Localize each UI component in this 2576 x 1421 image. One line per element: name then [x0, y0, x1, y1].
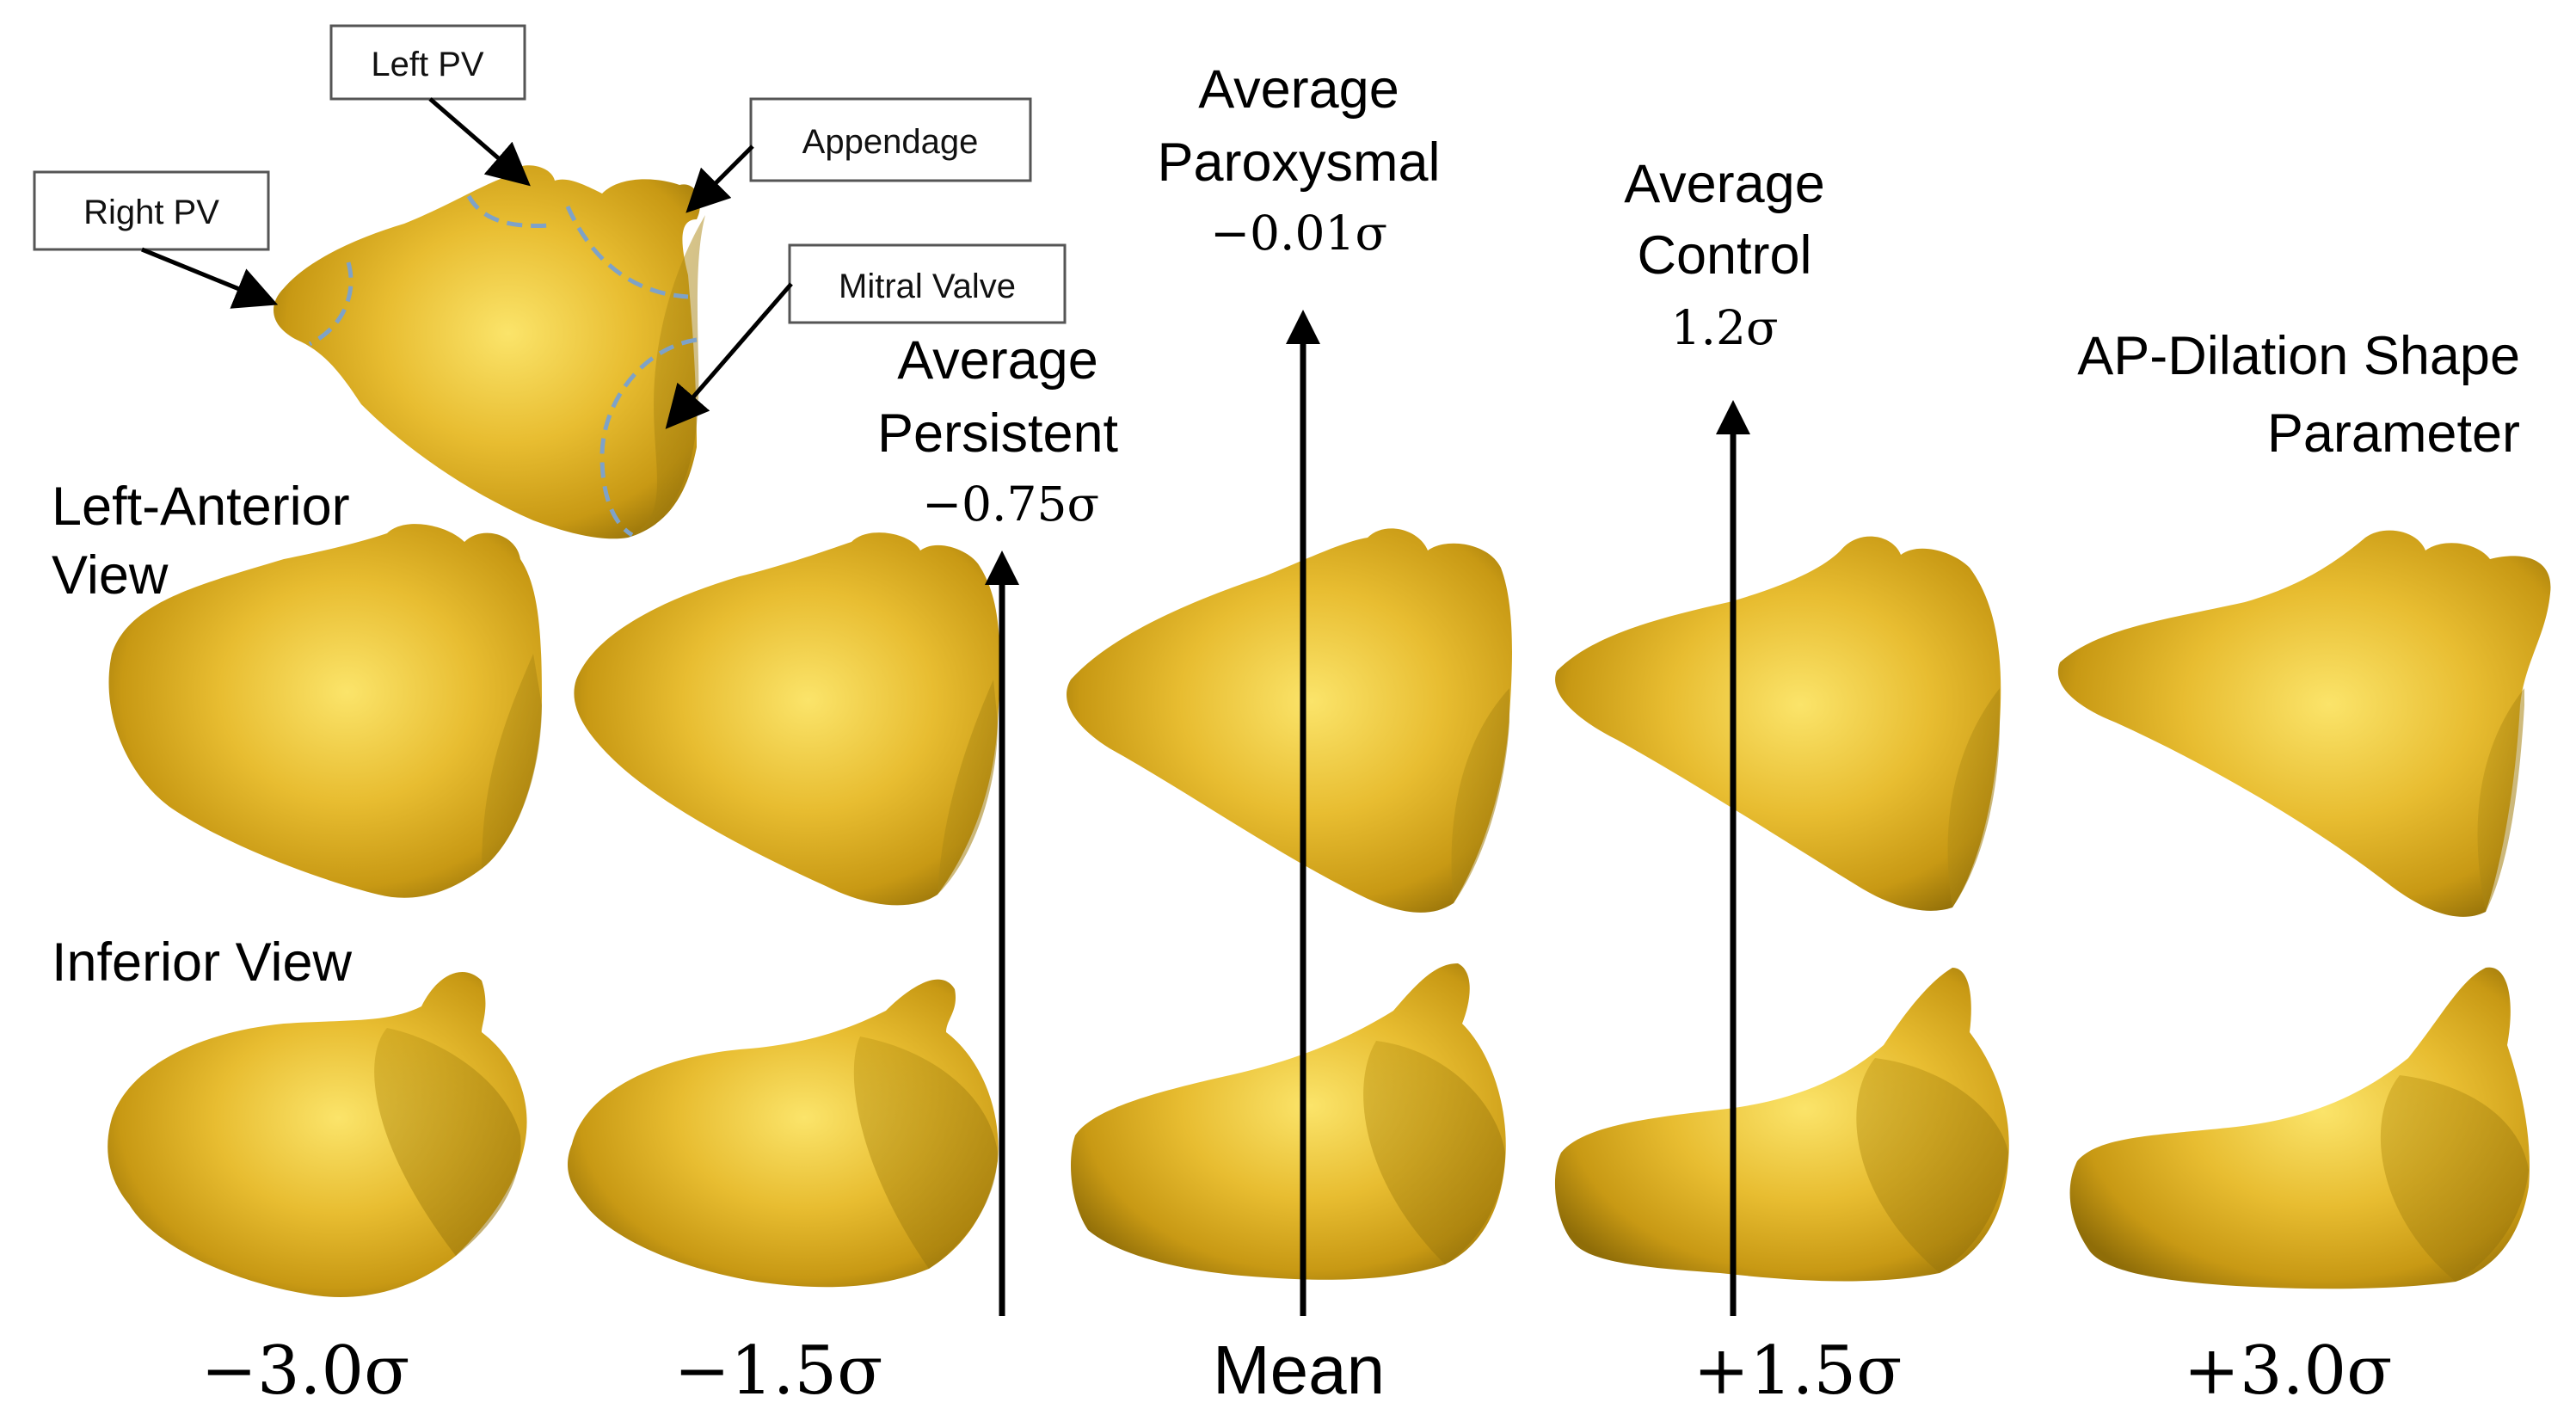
- mitral-valve-arrow: [665, 282, 793, 429]
- title-line-2: Parameter: [2267, 403, 2520, 464]
- inferior-shape-plus-1-5: [1554, 968, 2009, 1282]
- inferior-shape-mean: [1071, 963, 1506, 1280]
- paroxysmal-label-1: Average: [1198, 59, 1399, 120]
- callout-mitral-valve: Mitral Valve: [788, 243, 1067, 324]
- axis-label-minus-3: −3.0σ: [201, 1332, 410, 1410]
- persistent-value: −0.75σ: [922, 477, 1099, 532]
- control-arrow-head: [1716, 400, 1750, 434]
- annotated-atrium-shape: [274, 165, 705, 539]
- paroxysmal-value: −0.01σ: [1210, 206, 1387, 261]
- axis-label-plus-1-5: +1.5σ: [1694, 1332, 1903, 1410]
- marker-paroxysmal: Average Paroxysmal −0.01σ: [1157, 59, 1441, 1316]
- appendage-arrow: [685, 145, 754, 213]
- paroxysmal-label-2: Paroxysmal: [1157, 132, 1440, 193]
- left-pv-arrow: [428, 97, 531, 187]
- callout-appendage-label: Appendage: [802, 123, 979, 161]
- axis-label-plus-3: +3.0σ: [2184, 1332, 2393, 1410]
- title-line-1: AP-Dilation Shape: [2077, 326, 2520, 386]
- left-anterior-shape-plus-3: [2057, 530, 2551, 917]
- persistent-label-2: Persistent: [877, 403, 1119, 464]
- callout-left-pv: Left PV: [329, 24, 526, 101]
- inferior-shape-minus-1-5: [568, 979, 999, 1288]
- control-label-2: Control: [1637, 225, 1811, 286]
- callout-left-pv-label: Left PV: [371, 46, 484, 83]
- left-anterior-shape-mean: [1067, 528, 1512, 913]
- inferior-shape-plus-3: [2069, 967, 2530, 1289]
- left-anterior-shape-minus-1-5: [574, 532, 1000, 906]
- callout-appendage: Appendage: [749, 97, 1032, 182]
- left-anterior-shape-minus-3: [108, 524, 542, 898]
- persistent-label-1: Average: [897, 330, 1098, 391]
- persistent-arrow-head: [985, 551, 1019, 585]
- row-label-left-anterior-2: View: [52, 545, 169, 606]
- paroxysmal-arrow-head: [1286, 310, 1320, 344]
- callout-right-pv: Right PV: [33, 170, 270, 251]
- inferior-shape-minus-3: [108, 972, 527, 1297]
- row-label-inferior: Inferior View: [52, 932, 352, 993]
- callout-right-pv-label: Right PV: [83, 194, 219, 231]
- axis-label-minus-1-5: −1.5σ: [674, 1332, 883, 1410]
- control-label-1: Average: [1624, 154, 1825, 214]
- left-anterior-shape-plus-1-5: [1555, 536, 2001, 911]
- marker-control: Average Control 1.2σ: [1624, 154, 1825, 1316]
- row-label-left-anterior-1: Left-Anterior: [52, 477, 350, 537]
- control-value: 1.2σ: [1670, 300, 1778, 355]
- marker-persistent: Average Persistent −0.75σ: [877, 330, 1119, 1316]
- callout-mitral-valve-label: Mitral Valve: [839, 268, 1016, 305]
- axis-label-mean: Mean: [1213, 1332, 1385, 1408]
- right-pv-arrow: [141, 247, 279, 309]
